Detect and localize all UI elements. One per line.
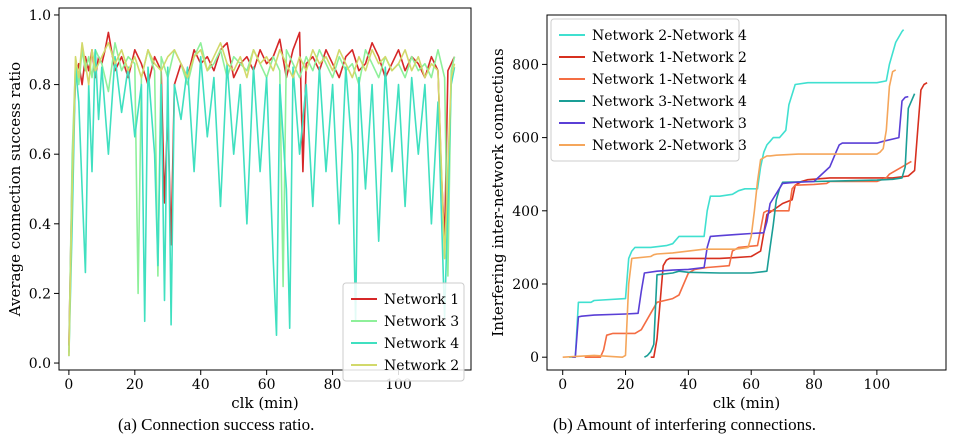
y-axis-label: Interfering inter-network connections	[489, 48, 507, 336]
y-tick-label-4: 0.8	[29, 78, 51, 94]
x-tick-label-1: 20	[126, 377, 144, 393]
series-line-0	[68, 31, 456, 346]
legend-label-0: Network 2-Network 4	[592, 28, 747, 44]
legend-label-2: Network 4	[384, 336, 459, 352]
y-axis-label: Average connection success ratio	[6, 62, 24, 317]
x-tick-label-3: 60	[742, 377, 760, 393]
series-line-0	[569, 29, 905, 359]
x-tick-label-0: 0	[558, 377, 567, 393]
series-group	[562, 29, 928, 359]
legend: Network 1 Network 3 Network 4 Network 2	[342, 282, 465, 382]
y-tick-label-3: 600	[512, 131, 539, 147]
chart-interfering-connections: 0 20 40 60 80 100 0 200 400 600 800 clk (min) Interf…	[489, 14, 947, 412]
x-tick-label-0: 0	[64, 377, 73, 393]
caption-a: (a) Connection success ratio.	[118, 415, 315, 434]
series-line-2	[584, 160, 912, 359]
y-tick-label-3: 0.6	[29, 147, 51, 163]
plot-frame	[58, 7, 472, 371]
y-tick-label-0: 0.0	[29, 356, 51, 372]
y-tick-label-2: 0.4	[29, 217, 51, 233]
legend-box	[342, 282, 465, 382]
legend-label-0: Network 1	[384, 292, 459, 308]
x-tick-label-2: 40	[679, 377, 697, 393]
legend-label-3: Network 3-Network 4	[592, 94, 747, 110]
legend-label-5: Network 2-Network 3	[592, 138, 747, 154]
y-tick-label-1: 200	[512, 277, 539, 293]
y-tick-label-5: 1.0	[29, 8, 51, 24]
series-line-3	[643, 93, 916, 358]
legend-label-2: Network 1-Network 4	[592, 72, 747, 88]
y-tick-label-4: 800	[512, 57, 539, 73]
x-tick-label-5: 100	[864, 377, 891, 393]
x-tick-label-2: 40	[192, 377, 210, 393]
x-axis-label: clk (min)	[713, 394, 780, 412]
legend-label-3: Network 2	[384, 358, 459, 374]
y-tick-label-0: 0	[530, 350, 539, 366]
x-tick-label-3: 60	[258, 377, 276, 393]
x-axis-label: clk (min)	[231, 394, 298, 412]
y-tick-label-2: 400	[512, 204, 539, 220]
legend-label-4: Network 1-Network 3	[592, 116, 747, 132]
caption-b: (b) Amount of interfering connections.	[553, 415, 816, 434]
legend-box	[550, 18, 740, 162]
plot-frame	[546, 14, 947, 371]
y-tick-label-1: 0.2	[29, 286, 51, 302]
series-line-3	[68, 41, 456, 357]
legend: Network 2-Network 4 Network 1-Network 2 Ne…	[550, 18, 747, 162]
series-line-5	[562, 69, 897, 359]
x-tick-label-1: 20	[617, 377, 635, 393]
legend-label-1: Network 1-Network 2	[592, 50, 747, 66]
legend-label-1: Network 3	[384, 314, 459, 330]
x-tick-label-4: 80	[805, 377, 823, 393]
x-tick-label-4: 80	[324, 377, 342, 393]
series-group	[68, 31, 456, 357]
series-line-2	[68, 48, 456, 357]
